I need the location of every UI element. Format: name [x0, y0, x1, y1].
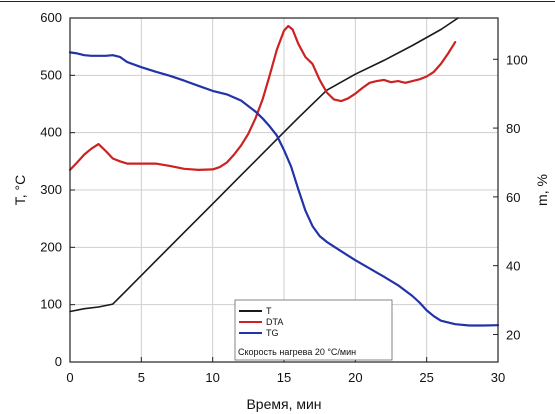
series-line-t: [69, 17, 459, 313]
x-tick-label: 0: [66, 370, 73, 385]
series-layer: [68, 17, 500, 327]
y-right-tick-label: 100: [506, 52, 528, 67]
y-axis-right-title: m, %: [534, 174, 550, 206]
x-tick-label: 5: [138, 370, 145, 385]
legend-label-dta: DTA: [266, 317, 283, 327]
y-left-tick-label: 300: [40, 182, 62, 197]
y-left-tick-label: 500: [40, 67, 62, 82]
series-line-tg: [68, 51, 500, 327]
legend-note: Скорость нагрева 20 °С/мин: [238, 347, 356, 357]
y-axis-left-title: T, °C: [12, 175, 28, 206]
ticks: [69, 17, 499, 363]
x-tick-label: 25: [419, 370, 433, 385]
y-left-tick-label: 400: [40, 125, 62, 140]
y-right-tick-label: 80: [506, 121, 520, 136]
series-line-dta: [68, 24, 457, 171]
legend-label-t: T: [266, 306, 272, 316]
y-right-tick-label: 60: [506, 190, 520, 205]
y-right-tick-label: 40: [506, 259, 520, 274]
x-tick-label: 20: [348, 370, 362, 385]
y-left-tick-label: 200: [40, 239, 62, 254]
tick-labels: 0 5 10 15 20 25 300100200300400500600204060801…: [40, 10, 527, 385]
legend-label-tg: TG: [266, 328, 279, 338]
x-axis-title: Время, мин: [246, 396, 321, 412]
x-tick-label: 10: [205, 370, 219, 385]
x-tick-label: 15: [277, 370, 291, 385]
y-left-tick-label: 600: [40, 10, 62, 25]
y-left-tick-label: 0: [55, 354, 62, 369]
x-tick-label: 30: [491, 370, 505, 385]
y-left-tick-label: 100: [40, 297, 62, 312]
y-right-tick-label: 20: [506, 327, 520, 342]
